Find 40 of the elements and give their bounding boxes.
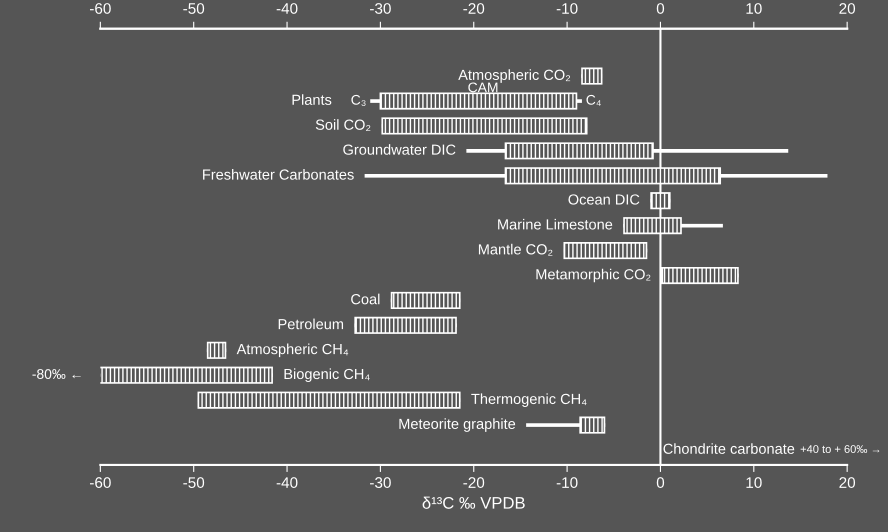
y-tick-label: Plants: [292, 94, 332, 105]
y-tick-label: Coal: [351, 294, 380, 304]
x-tick-label: 10: [746, 477, 762, 488]
x-tick-label: -20: [463, 477, 484, 488]
y-tick-label: Mantle CO₂: [478, 244, 552, 256]
annotation: C₃: [351, 94, 366, 106]
x-tick-label: -50: [183, 477, 204, 488]
x-tick-label: -60: [90, 477, 111, 488]
x2-tick-label: 0: [656, 3, 664, 14]
y-tick-label: Marine Limestone: [498, 218, 612, 230]
x2-tick-label: 20: [839, 3, 856, 14]
annotation: -80‰ ←: [32, 369, 81, 379]
y-tick-label: Metamorphic CO₂: [536, 268, 650, 282]
annotation: C₄: [586, 94, 601, 106]
y-tick-label: Chondrite carbonate: [663, 443, 794, 454]
x-tick-label: 0: [656, 477, 664, 488]
y-tick-label: Atmospheric CH₄: [236, 344, 348, 358]
x2-tick-label: -30: [370, 3, 391, 14]
y-tick-label: Soil CO₂: [316, 119, 370, 131]
x2-tick-label: 10: [746, 3, 762, 14]
x-axis-title: δ¹³C ‰ VPDB: [422, 496, 525, 509]
x2-tick-label: -20: [463, 3, 484, 14]
x-tick-label: -40: [276, 477, 298, 488]
y-tick-label: Thermogenic CH₄: [471, 393, 587, 407]
y-tick-label: Freshwater Carbonates: [203, 169, 354, 180]
y-tick-label: Ocean DIC: [568, 194, 640, 205]
x-tick-label: -30: [370, 477, 391, 488]
y-tick-label: Atmospheric CO₂: [458, 69, 570, 83]
x-tick-label: 20: [839, 477, 856, 488]
x2-tick-label: -10: [556, 3, 578, 14]
x2-tick-label: -60: [90, 3, 111, 14]
y-tick-label: Petroleum: [278, 318, 344, 330]
annotation: +40 to + 60‰ →: [800, 445, 880, 453]
y-tick-label: Biogenic CH₄: [284, 368, 370, 382]
x2-tick-label: -40: [276, 3, 298, 14]
y-tick-label: Meteorite graphite: [399, 418, 516, 432]
annotation: CAM: [468, 82, 498, 92]
x-tick-label: -10: [556, 477, 578, 488]
x2-tick-label: -50: [183, 3, 204, 14]
y-tick-label: Groundwater DIC: [343, 144, 456, 155]
